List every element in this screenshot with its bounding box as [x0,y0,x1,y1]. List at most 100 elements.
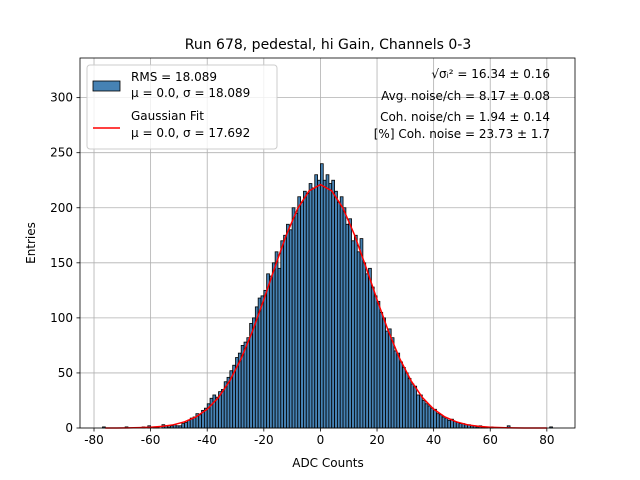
bar [362,262,367,429]
y-tick-label: 100 [50,311,73,325]
bar [297,196,302,429]
x-tick-label: -80 [84,433,104,447]
bar [243,341,248,429]
bar [300,201,304,429]
annotation: [%] Coh. noise = 23.73 ± 1.7 [374,127,550,141]
bar [421,400,426,429]
bar [359,238,364,429]
bar [266,273,270,429]
bar [376,300,381,429]
bar [410,383,415,429]
x-tick-label: 60 [483,433,498,447]
bar [274,251,279,429]
x-tick-label: 20 [369,433,384,447]
bar [399,361,403,429]
bar [447,419,452,429]
bar [433,408,437,429]
y-tick-label: 150 [50,256,73,270]
bar [294,212,299,429]
bar [396,352,401,429]
bar [438,414,443,429]
bar [441,416,446,429]
bar [345,223,350,429]
bar [424,403,429,429]
bar [331,179,335,429]
bar [387,328,392,429]
bar [436,413,440,429]
bar [291,207,296,429]
bar [328,183,333,429]
x-tick-label: 0 [317,433,325,447]
bar [305,193,310,429]
bar [184,422,188,429]
bar [269,275,273,429]
bar [288,229,293,429]
bar [308,183,313,429]
bar [337,201,341,429]
y-tick-label: 300 [50,91,73,105]
bar [322,179,327,429]
legend-label: μ = 0.0, σ = 18.089 [131,86,250,100]
bar [339,196,344,429]
bar [373,295,378,429]
chart-title: Run 678, pedestal, hi Gain, Channels 0-3 [185,37,471,53]
bar [280,240,285,429]
bar [390,337,395,429]
bar [385,330,389,429]
bar [325,174,330,429]
bar [187,419,191,429]
bar [413,385,418,429]
fit-line [105,183,547,429]
bar [458,423,463,429]
bar [368,267,372,429]
bar [277,267,282,429]
legend-label: Gaussian Fit [131,109,204,123]
bar [283,234,287,429]
bar [407,378,412,429]
bar [370,286,375,429]
bar [356,251,361,429]
bar [317,179,321,429]
x-tick-label: 80 [539,433,554,447]
legend-label: μ = 0.0, σ = 17.692 [131,126,250,140]
axes-frame [79,57,576,429]
bar [334,190,338,429]
bar [311,187,316,429]
bar [382,317,386,429]
bar [444,417,449,429]
y-tick-label: 250 [50,146,73,160]
bar [353,234,358,429]
bar [416,394,420,429]
bar [181,423,185,429]
legend-box [86,64,278,150]
annotation: Coh. noise/ch = 1.94 ± 0.14 [380,110,550,124]
bar [303,190,307,429]
bar [252,317,256,429]
bar [419,394,423,429]
bar [220,389,225,429]
bar [455,422,460,429]
y-axis-label: Entries [24,222,38,264]
bar [393,350,398,429]
bar [351,240,355,429]
y-tick-label: 50 [58,366,73,380]
bar [342,207,347,429]
bar [402,367,406,429]
bar [257,297,262,429]
bar [246,337,251,429]
bar [263,289,268,429]
legend-swatch [92,80,121,92]
legend-label: RMS = 18.089 [131,70,217,84]
bar [404,372,409,429]
bar [286,223,290,429]
y-tick-label: 200 [50,201,73,215]
bar [254,306,259,429]
bar [260,295,265,429]
bar [365,273,369,429]
bar [379,311,384,429]
bar [348,218,352,429]
bar [320,163,324,429]
annotation: √σᵢ² = 16.34 ± 0.16 [431,67,550,81]
x-axis-label: ADC Counts [292,456,364,470]
